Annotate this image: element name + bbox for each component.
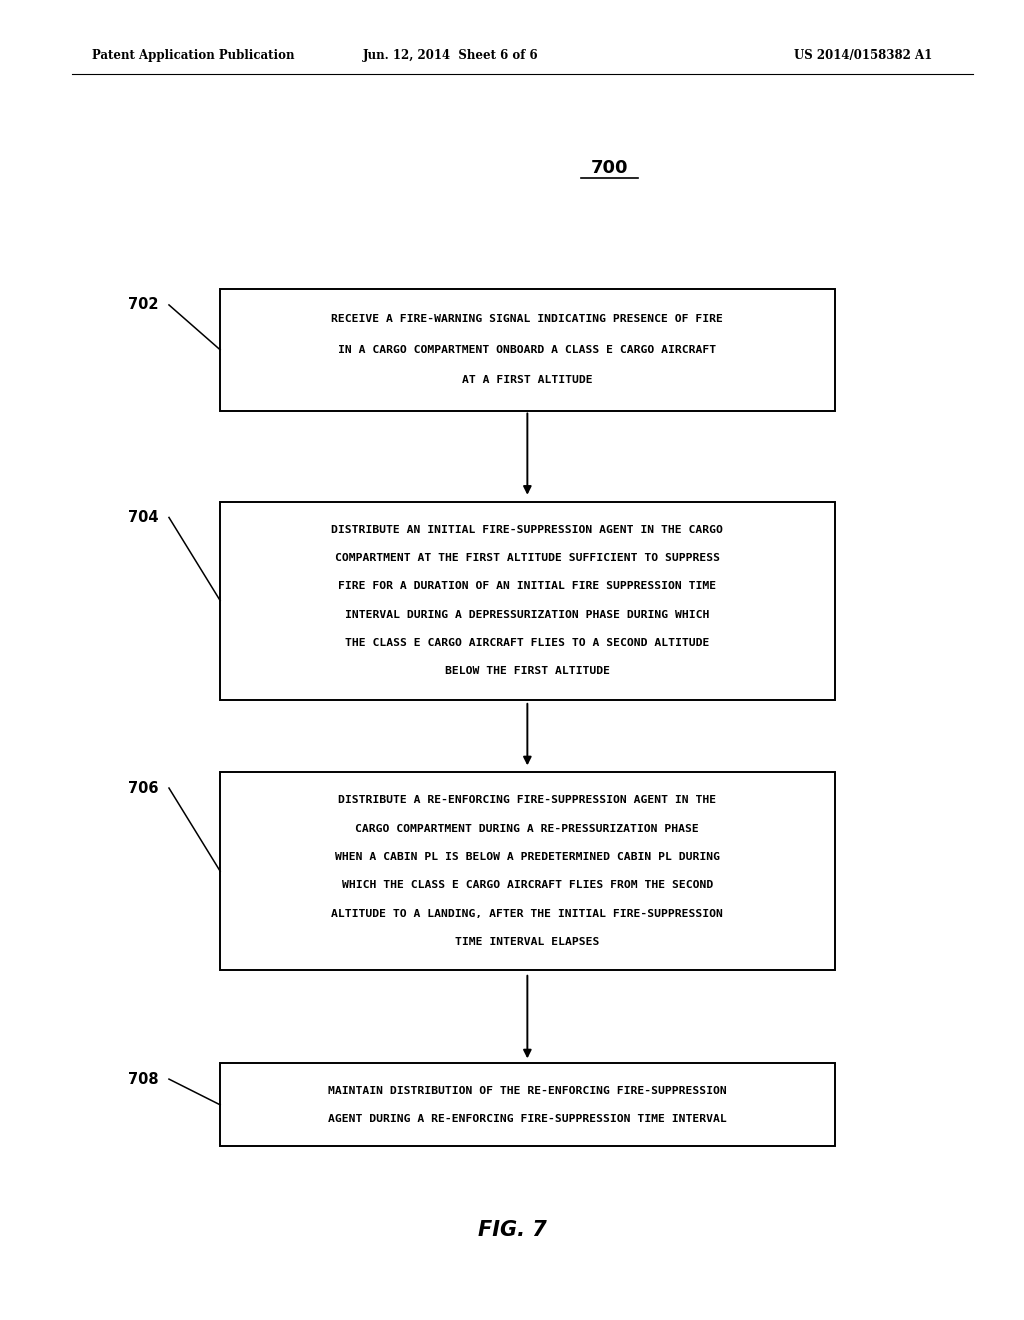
Text: THE CLASS E CARGO AIRCRAFT FLIES TO A SECOND ALTITUDE: THE CLASS E CARGO AIRCRAFT FLIES TO A SE… [345, 638, 710, 648]
Text: INTERVAL DURING A DEPRESSURIZATION PHASE DURING WHICH: INTERVAL DURING A DEPRESSURIZATION PHASE… [345, 610, 710, 620]
Text: 704: 704 [128, 510, 159, 525]
Text: WHEN A CABIN PL IS BELOW A PREDETERMINED CABIN PL DURING: WHEN A CABIN PL IS BELOW A PREDETERMINED… [335, 851, 720, 862]
Text: FIG. 7: FIG. 7 [477, 1220, 547, 1241]
Text: 708: 708 [128, 1072, 159, 1086]
Text: DISTRIBUTE AN INITIAL FIRE-SUPPRESSION AGENT IN THE CARGO: DISTRIBUTE AN INITIAL FIRE-SUPPRESSION A… [332, 525, 723, 535]
Text: ALTITUDE TO A LANDING, AFTER THE INITIAL FIRE-SUPPRESSION: ALTITUDE TO A LANDING, AFTER THE INITIAL… [332, 908, 723, 919]
Text: 702: 702 [128, 297, 159, 313]
Text: 706: 706 [128, 780, 159, 796]
Bar [220, 1064, 835, 1146]
Text: 700: 700 [591, 158, 628, 177]
Text: FIRE FOR A DURATION OF AN INITIAL FIRE SUPPRESSION TIME: FIRE FOR A DURATION OF AN INITIAL FIRE S… [338, 581, 717, 591]
Bar [220, 502, 835, 700]
Text: IN A CARGO COMPARTMENT ONBOARD A CLASS E CARGO AIRCRAFT: IN A CARGO COMPARTMENT ONBOARD A CLASS E… [338, 345, 717, 355]
Text: RECEIVE A FIRE-WARNING SIGNAL INDICATING PRESENCE OF FIRE: RECEIVE A FIRE-WARNING SIGNAL INDICATING… [332, 314, 723, 325]
Text: CARGO COMPARTMENT DURING A RE-PRESSURIZATION PHASE: CARGO COMPARTMENT DURING A RE-PRESSURIZA… [355, 824, 699, 834]
Text: AGENT DURING A RE-ENFORCING FIRE-SUPPRESSION TIME INTERVAL: AGENT DURING A RE-ENFORCING FIRE-SUPPRES… [328, 1114, 727, 1123]
Text: Jun. 12, 2014  Sheet 6 of 6: Jun. 12, 2014 Sheet 6 of 6 [362, 49, 539, 62]
Text: WHICH THE CLASS E CARGO AIRCRAFT FLIES FROM THE SECOND: WHICH THE CLASS E CARGO AIRCRAFT FLIES F… [342, 880, 713, 891]
Text: COMPARTMENT AT THE FIRST ALTITUDE SUFFICIENT TO SUPPRESS: COMPARTMENT AT THE FIRST ALTITUDE SUFFIC… [335, 553, 720, 564]
Text: Patent Application Publication: Patent Application Publication [92, 49, 295, 62]
Text: MAINTAIN DISTRIBUTION OF THE RE-ENFORCING FIRE-SUPPRESSION: MAINTAIN DISTRIBUTION OF THE RE-ENFORCIN… [328, 1086, 727, 1096]
Bar [220, 289, 835, 411]
Bar [220, 772, 835, 970]
Text: DISTRIBUTE A RE-ENFORCING FIRE-SUPPRESSION AGENT IN THE: DISTRIBUTE A RE-ENFORCING FIRE-SUPPRESSI… [338, 796, 717, 805]
Text: TIME INTERVAL ELAPSES: TIME INTERVAL ELAPSES [456, 937, 599, 946]
Text: AT A FIRST ALTITUDE: AT A FIRST ALTITUDE [462, 375, 593, 385]
Text: BELOW THE FIRST ALTITUDE: BELOW THE FIRST ALTITUDE [444, 667, 610, 676]
Text: US 2014/0158382 A1: US 2014/0158382 A1 [794, 49, 932, 62]
